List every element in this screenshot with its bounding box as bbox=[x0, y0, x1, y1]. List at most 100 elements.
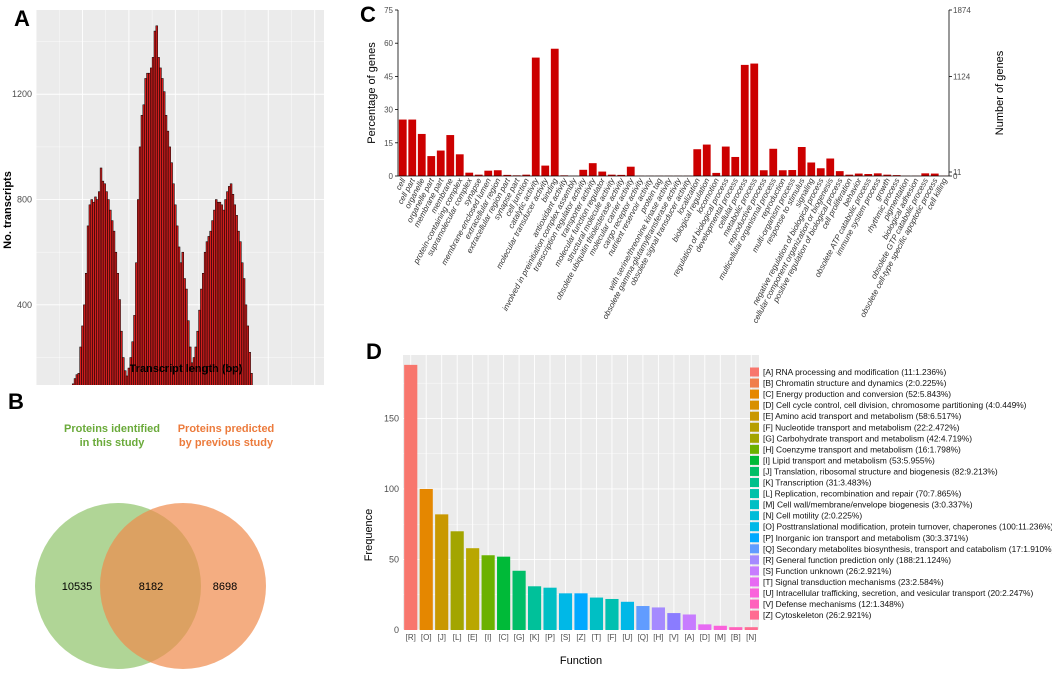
histogram-bar bbox=[79, 346, 82, 385]
legend-label: [A] RNA processing and modification (11:… bbox=[763, 367, 946, 377]
histogram-bar bbox=[213, 209, 216, 385]
legend-swatch bbox=[750, 566, 759, 576]
histogram-bar bbox=[190, 362, 194, 385]
x-tick-label: [G] bbox=[514, 633, 525, 642]
x-tick-label: [O] bbox=[421, 633, 432, 642]
y-tick-label: 800 bbox=[17, 195, 32, 205]
legend-swatch bbox=[750, 455, 759, 465]
legend-swatch bbox=[750, 610, 759, 620]
go-bar bbox=[626, 166, 635, 176]
histogram-bar bbox=[111, 220, 114, 385]
legend-swatch bbox=[750, 444, 759, 454]
legend-swatch bbox=[750, 599, 759, 609]
y2-tick-label: 1124 bbox=[953, 72, 971, 81]
go-bar bbox=[892, 175, 901, 176]
cog-bar bbox=[636, 606, 650, 630]
x-axis-title: Function bbox=[560, 655, 602, 667]
histogram-bar bbox=[107, 199, 110, 385]
go-bar bbox=[712, 172, 721, 176]
histogram-bar bbox=[137, 199, 140, 385]
legend-swatch bbox=[750, 378, 759, 388]
histogram-bar bbox=[81, 325, 84, 385]
histogram-bar bbox=[168, 146, 171, 385]
go-bar bbox=[826, 158, 835, 176]
legend-swatch bbox=[750, 400, 759, 410]
x-axis-ticks: [R] [O] [J] [L] [E] [I] [C] [G] [K] [P] [S] [Z] [T] [… bbox=[406, 633, 757, 642]
venn-label-identified-line1: Proteins identified bbox=[64, 423, 160, 435]
x-tick-label: [S] bbox=[561, 633, 571, 642]
histogram-bar bbox=[216, 201, 220, 385]
legend-swatch bbox=[750, 367, 759, 377]
venn-label-predicted-line2: by previous study bbox=[179, 437, 274, 449]
x-tick-label: [N] bbox=[746, 633, 756, 642]
histogram-bar bbox=[114, 251, 118, 385]
histogram-bar bbox=[222, 209, 225, 385]
go-bar bbox=[930, 173, 939, 176]
histogram-bar bbox=[86, 225, 90, 385]
cog-bar bbox=[744, 627, 758, 630]
cog-bar bbox=[620, 601, 635, 630]
cog-bar bbox=[512, 570, 526, 630]
legend-label: [L] Replication, recombination and repai… bbox=[763, 489, 962, 499]
y-tick-label: 0 bbox=[394, 625, 399, 635]
legend-label: [C] Energy production and conversion (52… bbox=[763, 389, 951, 399]
y-tick-label: 1200 bbox=[12, 89, 32, 99]
go-bar bbox=[750, 63, 759, 176]
cog-bar bbox=[682, 614, 696, 630]
go-bar bbox=[588, 163, 597, 176]
cog-bar bbox=[698, 624, 712, 630]
histogram-bar bbox=[176, 225, 179, 385]
cog-bar bbox=[589, 597, 604, 630]
histogram-bar bbox=[125, 375, 129, 385]
go-bar bbox=[864, 174, 873, 176]
histogram-bar bbox=[138, 146, 142, 385]
go-bar bbox=[883, 174, 892, 176]
go-bar bbox=[835, 171, 844, 176]
y-tick-label: 50 bbox=[389, 554, 399, 564]
histogram-bar bbox=[163, 91, 166, 385]
go-bar bbox=[436, 150, 445, 176]
go-bar bbox=[465, 172, 474, 176]
venn-panel-b: B Proteins identified in this study Prot… bbox=[8, 389, 274, 669]
go-bar bbox=[503, 174, 512, 176]
histogram-bar bbox=[84, 273, 88, 385]
histogram-bar bbox=[101, 180, 105, 385]
go-bar bbox=[702, 144, 711, 176]
histogram-bar bbox=[211, 220, 214, 385]
histogram-bar bbox=[172, 183, 175, 385]
venn-label-identified-line2: in this study bbox=[80, 437, 146, 449]
legend-label: [G] Carbohydrate transport and metabolis… bbox=[763, 433, 972, 443]
y2-tick-label: 1874 bbox=[953, 6, 971, 15]
histogram-bar bbox=[220, 204, 223, 385]
go-bar bbox=[408, 119, 417, 176]
legend-swatch bbox=[750, 411, 759, 421]
y-tick-label: 100 bbox=[384, 484, 399, 494]
legend-swatch bbox=[750, 533, 759, 543]
legend-label: [I] Lipid transport and metabolism (53:5… bbox=[763, 455, 935, 465]
legend-swatch bbox=[750, 422, 759, 432]
histogram-bar bbox=[103, 183, 106, 385]
x-tick-label: [V] bbox=[669, 633, 679, 642]
go-bar bbox=[778, 170, 787, 176]
cog-bar bbox=[466, 548, 480, 630]
y-tick-label: 30 bbox=[384, 106, 393, 115]
panel-label-a: A bbox=[14, 6, 30, 31]
histogram-bar bbox=[244, 304, 248, 385]
legend-label: [T] Signal transduction mechanisms (23:2… bbox=[763, 577, 944, 587]
x-tick-label: [L] bbox=[453, 633, 462, 642]
histogram-bar bbox=[71, 383, 75, 385]
cog-bar bbox=[404, 364, 418, 630]
histogram-bar bbox=[90, 199, 93, 385]
legend-label: [J] Translation, ribosomal structure and… bbox=[763, 466, 998, 476]
legend-swatch bbox=[750, 389, 759, 399]
histogram-bar bbox=[170, 162, 173, 385]
legend-label: [K] Transcription (31:3.483%) bbox=[763, 478, 872, 488]
go-bar bbox=[873, 173, 882, 176]
histogram-bar bbox=[96, 199, 99, 385]
histogram-bar bbox=[116, 273, 119, 385]
histogram-bar bbox=[97, 191, 101, 385]
histogram-bar bbox=[144, 78, 147, 385]
go-bars bbox=[398, 48, 949, 176]
histogram-bar bbox=[187, 320, 190, 385]
